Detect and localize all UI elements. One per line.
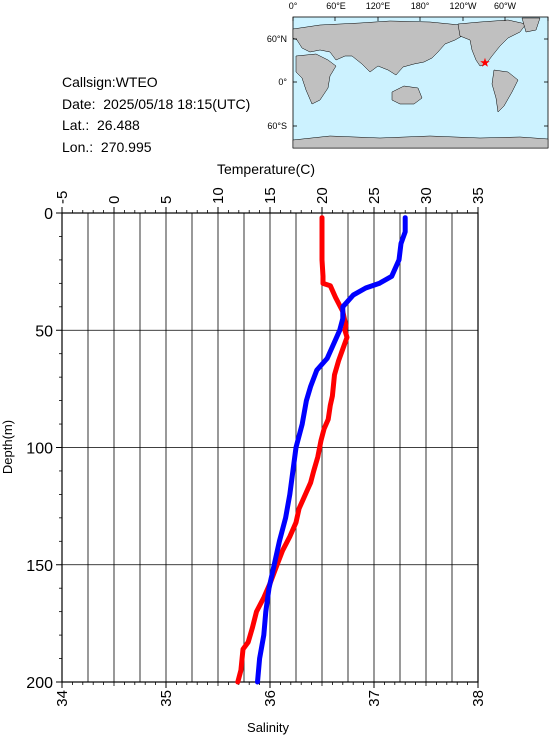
salinity-axis-title: Salinity xyxy=(247,720,289,735)
map-left-label-2: 0° xyxy=(278,77,287,87)
land-greenland xyxy=(521,17,541,33)
map-top-label-3: 120°E xyxy=(366,1,391,11)
temperature-tick-label: 10 xyxy=(210,187,227,204)
map-top-label-5: 120°W xyxy=(449,1,477,11)
salinity-tick-label: 36 xyxy=(262,690,279,707)
longitude-text: Lon.: 270.995 xyxy=(62,138,152,155)
map-top-label-1: 0° xyxy=(289,1,298,11)
map-left-label-1: 60°N xyxy=(267,34,287,44)
land-south-america xyxy=(491,69,519,113)
depth-axis-title: Depth(m) xyxy=(0,420,15,474)
map-left-label-3: 60°S xyxy=(267,121,287,131)
depth-tick-label: 200 xyxy=(26,675,53,692)
map-top-label-2: 60°E xyxy=(326,1,346,11)
salinity-tick-label: 34 xyxy=(54,690,71,707)
chart-series xyxy=(235,215,408,685)
map-top-label-4: 180° xyxy=(411,1,430,11)
land-australia xyxy=(391,85,423,105)
temperature-tick-label: 25 xyxy=(366,187,383,204)
temperature-tick-label: 5 xyxy=(158,196,175,204)
land-africa xyxy=(295,53,337,105)
land-antarctica xyxy=(292,135,549,149)
temperature-tick-label: -5 xyxy=(54,191,71,204)
date-text: Date: 2025/05/18 18:15(UTC) xyxy=(62,95,251,112)
depth-tick-label: 150 xyxy=(26,558,53,575)
temperature-tick-label: 15 xyxy=(262,187,279,204)
latitude-text: Lat.: 26.488 xyxy=(62,117,140,133)
temperature-tick-label: 35 xyxy=(470,187,487,204)
chart-grid xyxy=(61,212,479,683)
salinity-profile-line xyxy=(255,215,408,685)
station-marker-icon xyxy=(480,57,490,67)
map-top-label-6: 60°W xyxy=(494,1,517,11)
salinity-tick-label: 35 xyxy=(158,690,175,707)
location-map: 0° 60°E 120°E 180° 120°W 60°W 60°N 0° 60… xyxy=(267,1,549,149)
callsign-text: Callsign:WTEO xyxy=(62,74,158,90)
temperature-profile-line xyxy=(235,215,350,685)
depth-tick-label: 0 xyxy=(44,206,53,223)
map-land xyxy=(292,17,549,149)
salinity-tick-label: 38 xyxy=(470,690,487,707)
chart-ticks xyxy=(56,207,479,688)
temperature-axis-title: Temperature(C) xyxy=(217,161,315,177)
temperature-tick-label: 0 xyxy=(106,196,123,204)
land-north-america xyxy=(457,19,527,67)
temperature-tick-label: 30 xyxy=(418,187,435,204)
land-eurasia xyxy=(292,20,469,76)
salinity-tick-label: 37 xyxy=(366,690,383,707)
depth-tick-label: 50 xyxy=(35,323,53,340)
station-info: Callsign:WTEO Date: 2025/05/18 18:15(UTC… xyxy=(62,72,250,158)
depth-tick-label: 100 xyxy=(26,441,53,458)
map-ticks xyxy=(292,17,549,127)
temperature-tick-label: 20 xyxy=(314,187,331,204)
